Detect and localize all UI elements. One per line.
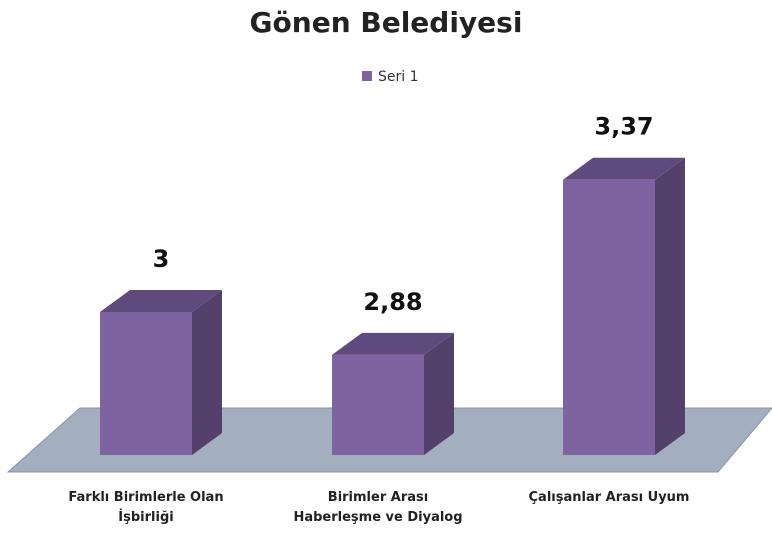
legend-swatch — [362, 71, 372, 81]
bar — [100, 312, 192, 455]
legend-label: Seri 1 — [378, 69, 419, 85]
bar-top — [100, 290, 222, 312]
value-label: 3 — [153, 245, 170, 273]
x-tick-label: Çalışanlar Arası Uyum — [528, 490, 690, 505]
bar-side — [655, 157, 685, 455]
value-label: 3,37 — [594, 113, 653, 141]
bar-top — [332, 332, 454, 355]
chart-title: Gönen Belediyesi — [250, 6, 523, 39]
x-tick-label: Farklı Birimlerle Olan İşbirliği — [68, 490, 224, 525]
bar — [332, 354, 424, 455]
bar-top — [563, 157, 685, 180]
value-label: 2,88 — [363, 288, 422, 316]
x-tick-label: Birimler Arası Haberleşme ve Diyalog — [293, 490, 463, 525]
bar-side — [192, 290, 222, 455]
bar — [563, 179, 655, 455]
bar-side — [424, 332, 454, 455]
